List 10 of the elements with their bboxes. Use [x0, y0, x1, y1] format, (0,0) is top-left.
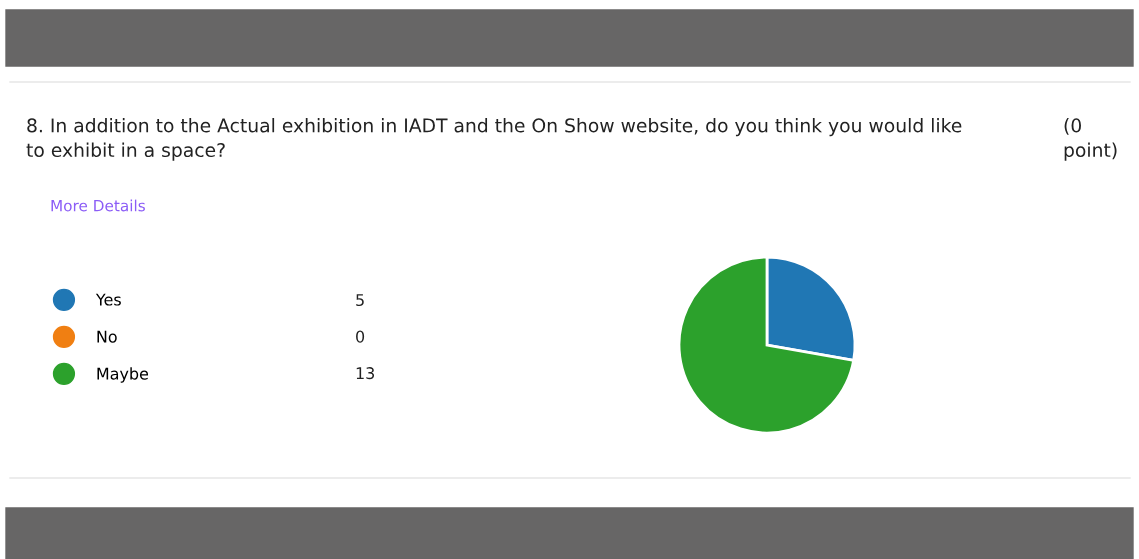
text: More Details: [51, 199, 145, 212]
data-label: 13: [356, 367, 375, 380]
legend-label: No: [97, 330, 117, 343]
text: (0 point): [1064, 118, 1117, 161]
legend-label: Maybe: [97, 367, 149, 383]
text: 0: [356, 330, 365, 343]
data-label: 5: [356, 294, 364, 307]
chart-title: 8. In addition to the Actual exhibition in IADT and the On Show website, do you think you would like to exhibit in a space?: [26, 118, 962, 161]
pie-slice: [677, 255, 856, 435]
legend-label: Yes: [95, 293, 121, 306]
